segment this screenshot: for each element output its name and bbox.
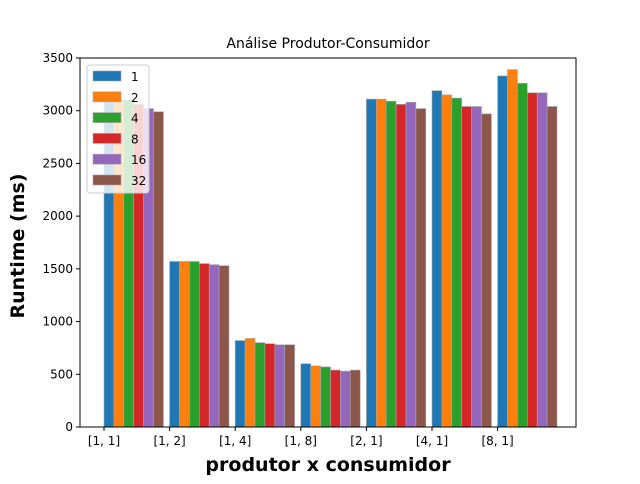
x-tick-label-1: [1, 2] xyxy=(153,434,185,448)
legend-label-1: 1 xyxy=(131,70,139,84)
y-tick-label-1: 500 xyxy=(50,367,73,381)
legend-swatch-4 xyxy=(92,112,122,123)
y-tick-label-0: 0 xyxy=(65,420,73,434)
x-tick-label-5: [4, 1] xyxy=(416,434,448,448)
bar-2-4 xyxy=(375,98,387,428)
bar-32-3 xyxy=(349,369,361,428)
bar-16-6 xyxy=(536,92,548,428)
bar-8-3 xyxy=(330,369,341,428)
x-tick-label-6: [8, 1] xyxy=(481,434,513,448)
bar-2-6 xyxy=(507,69,518,428)
bar-1-1 xyxy=(169,261,180,428)
bar-16-4 xyxy=(405,101,417,428)
bar-2-5 xyxy=(441,94,453,428)
bar-1-3 xyxy=(300,363,311,428)
bar-8-4 xyxy=(395,104,407,428)
bar-2-3 xyxy=(310,365,321,428)
legend-label-4: 4 xyxy=(131,112,139,126)
legend-label-2: 2 xyxy=(131,91,139,105)
bar-8-5 xyxy=(461,106,472,428)
bar-2-1 xyxy=(179,261,190,428)
y-tick-label-7: 3500 xyxy=(42,51,73,65)
bar-4-3 xyxy=(320,366,331,428)
y-tick-label-4: 2000 xyxy=(42,209,73,223)
plot-frame xyxy=(79,57,577,428)
x-tick-label-0: [1, 1] xyxy=(88,434,120,448)
bar-32-5 xyxy=(481,113,492,428)
y-tick-label-5: 2500 xyxy=(42,156,73,170)
y-tick-label-2: 1000 xyxy=(42,315,73,329)
bar-4-5 xyxy=(451,97,462,428)
legend: 1 2 4 8 16 32 xyxy=(86,64,150,194)
axes-layer: 0 500 1000 1500 2000 2500 3000 3500 [1, 1] [1, 2]… xyxy=(42,51,577,448)
bar-4-2 xyxy=(254,342,266,428)
bar-16-1 xyxy=(208,264,220,428)
bar-8-2 xyxy=(264,343,276,428)
bar-1-5 xyxy=(431,90,443,428)
chart-title: Análise Produtor-Consumidor xyxy=(226,36,429,52)
legend-swatch-32 xyxy=(92,174,122,186)
y-tick-label-6: 3000 xyxy=(42,104,73,118)
bar-8-6 xyxy=(526,92,538,428)
legend-label-16: 16 xyxy=(131,153,146,167)
x-tick-label-4: [2, 1] xyxy=(350,434,382,448)
legend-label-32: 32 xyxy=(131,174,146,188)
y-axis-label: Runtime (ms) xyxy=(7,173,29,318)
bar-32-4 xyxy=(415,108,427,428)
bar-1-6 xyxy=(497,75,508,428)
bar-1-2 xyxy=(234,340,246,428)
bar-32-6 xyxy=(546,106,558,428)
bar-16-5 xyxy=(471,106,482,428)
x-tick-label-2: [1, 4] xyxy=(219,434,251,448)
bar-8-1 xyxy=(199,263,210,428)
legend-swatch-1 xyxy=(92,70,122,82)
bar-2-2 xyxy=(244,338,256,428)
bar-32-1 xyxy=(218,265,230,428)
x-axis-label: produtor x consumidor xyxy=(205,454,451,476)
bar-32-0 xyxy=(153,111,164,428)
bar-4-6 xyxy=(517,83,528,428)
legend-swatch-2 xyxy=(92,91,122,103)
legend-swatch-8 xyxy=(92,133,122,144)
bar-16-2 xyxy=(274,344,285,428)
legend-swatch-16 xyxy=(92,153,122,165)
x-tick-label-3: [1, 8] xyxy=(285,434,317,448)
bar-16-3 xyxy=(340,370,351,428)
y-tick-label-3: 1500 xyxy=(42,262,73,276)
bar-4-4 xyxy=(385,100,397,428)
legend-label-8: 8 xyxy=(131,132,139,146)
bar-32-2 xyxy=(284,344,295,428)
bar-4-1 xyxy=(189,261,200,428)
bar-1-4 xyxy=(366,98,377,428)
